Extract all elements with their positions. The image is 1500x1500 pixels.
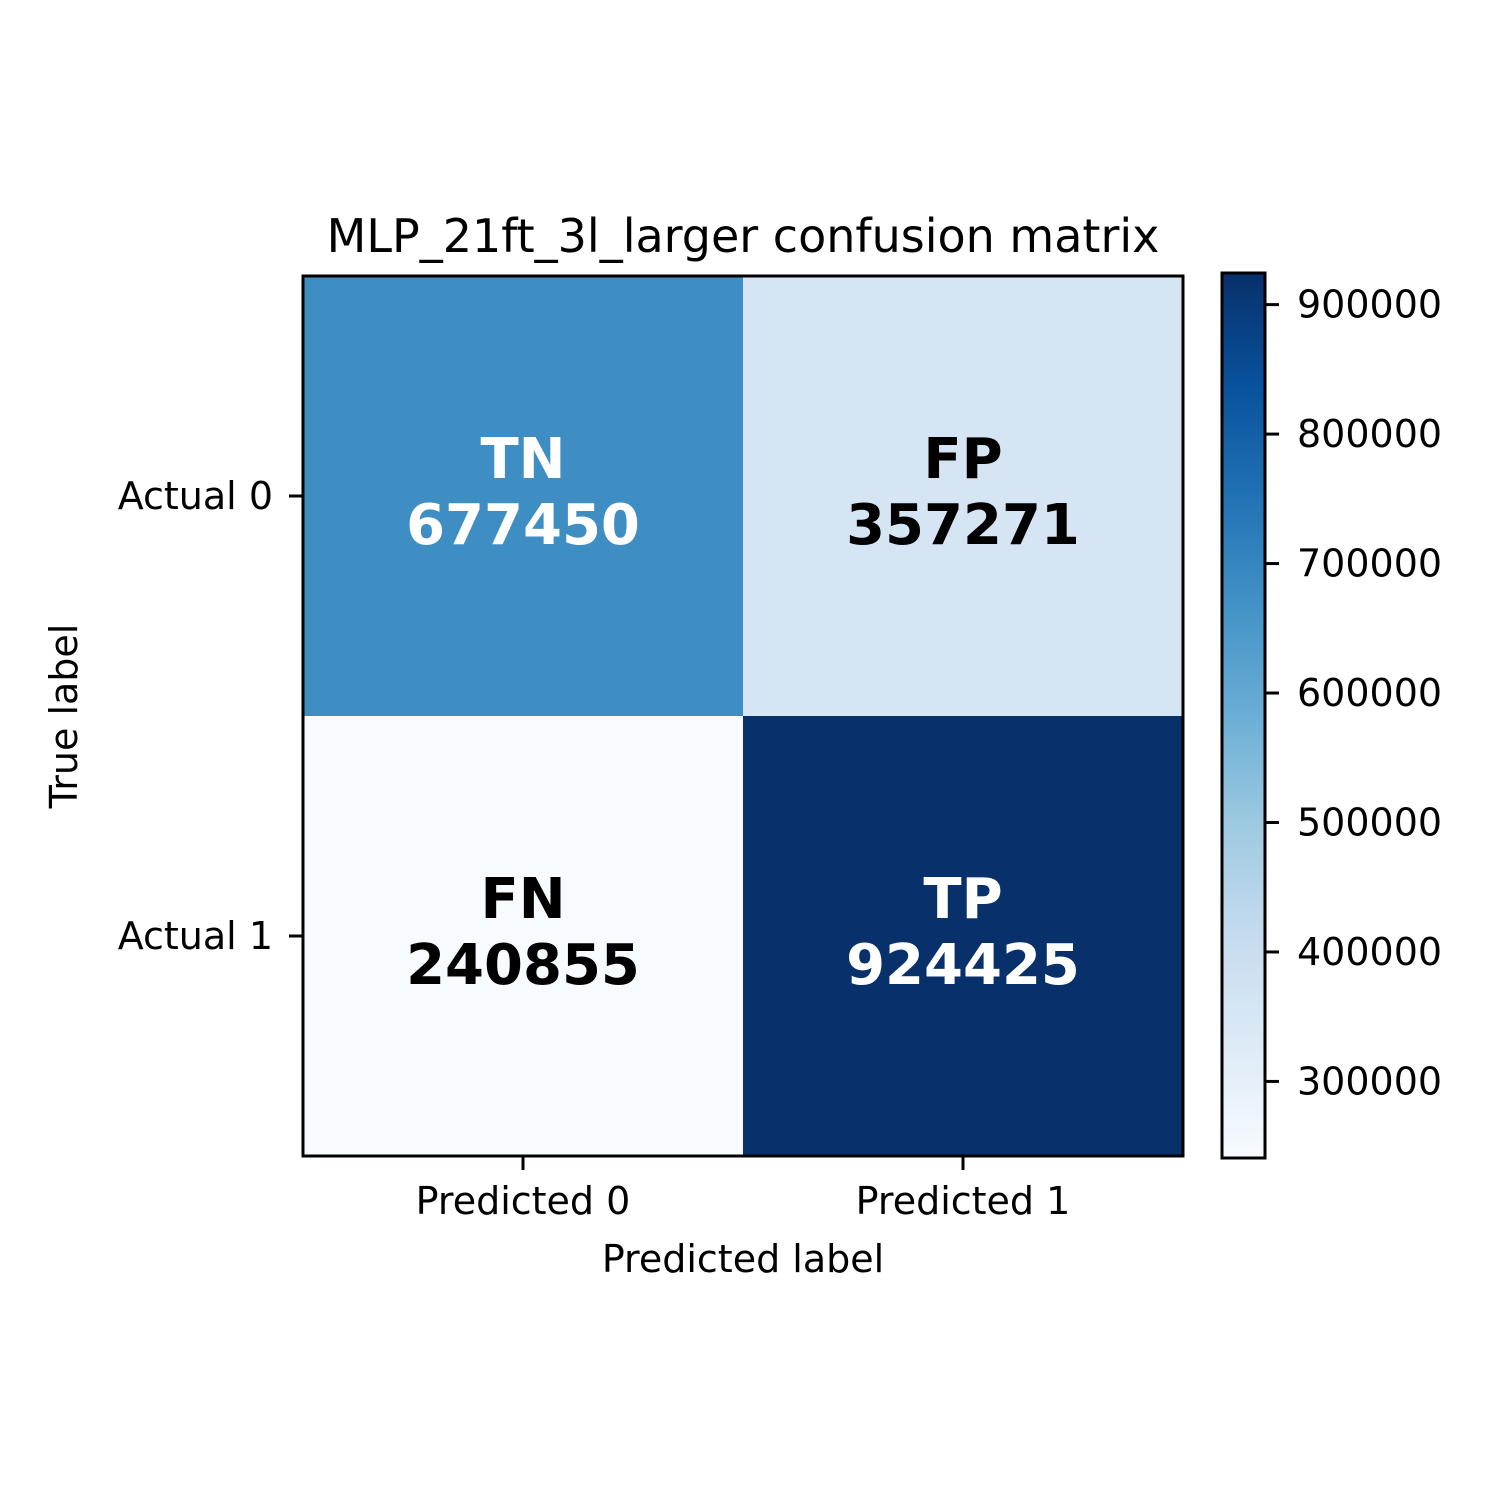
cell-value-fn: 240855 xyxy=(406,933,640,998)
y-tick-label: Actual 1 xyxy=(118,914,273,958)
cell-fp xyxy=(743,276,1183,716)
colorbar-tick-label: 800000 xyxy=(1297,412,1442,456)
colorbar-tick-label: 900000 xyxy=(1297,283,1442,327)
chart-title: MLP_21ft_3l_larger confusion matrix xyxy=(327,209,1160,263)
matrix-cells xyxy=(303,276,1183,1156)
cell-value-tp: 924425 xyxy=(846,933,1080,998)
cell-value-fp: 357271 xyxy=(846,493,1080,558)
cell-tag-fn: FN xyxy=(480,867,565,932)
colorbar-tick-label: 700000 xyxy=(1297,542,1442,586)
y-tick-label: Actual 0 xyxy=(118,474,273,518)
x-axis-ticks: Predicted 0 Predicted 1 xyxy=(416,1156,1071,1223)
cell-tag-tn: TN xyxy=(480,427,565,492)
colorbar xyxy=(1220,271,1267,1160)
cell-tag-tp: TP xyxy=(923,867,1002,932)
cell-tp xyxy=(743,716,1183,1156)
colorbar-tick-label: 500000 xyxy=(1297,800,1442,844)
y-axis-label: True label xyxy=(42,624,86,810)
colorbar-tick-label: 600000 xyxy=(1297,671,1442,715)
cell-value-tn: 677450 xyxy=(406,493,640,558)
y-axis-ticks: Actual 0 Actual 1 xyxy=(118,474,303,958)
cell-fn xyxy=(303,716,743,1156)
x-axis-label: Predicted label xyxy=(602,1237,884,1281)
x-tick-label: Predicted 0 xyxy=(416,1179,631,1223)
x-tick-label: Predicted 1 xyxy=(856,1179,1071,1223)
colorbar-tick-label: 300000 xyxy=(1297,1059,1442,1103)
plot-frame xyxy=(301,274,1185,1158)
colorbar-ticks: 300000 400000 500000 600000 700000 800000 9000… xyxy=(1265,283,1442,1103)
cell-tn xyxy=(303,276,743,716)
cell-tag-fp: FP xyxy=(923,427,1002,492)
colorbar-tick-label: 400000 xyxy=(1297,930,1442,974)
